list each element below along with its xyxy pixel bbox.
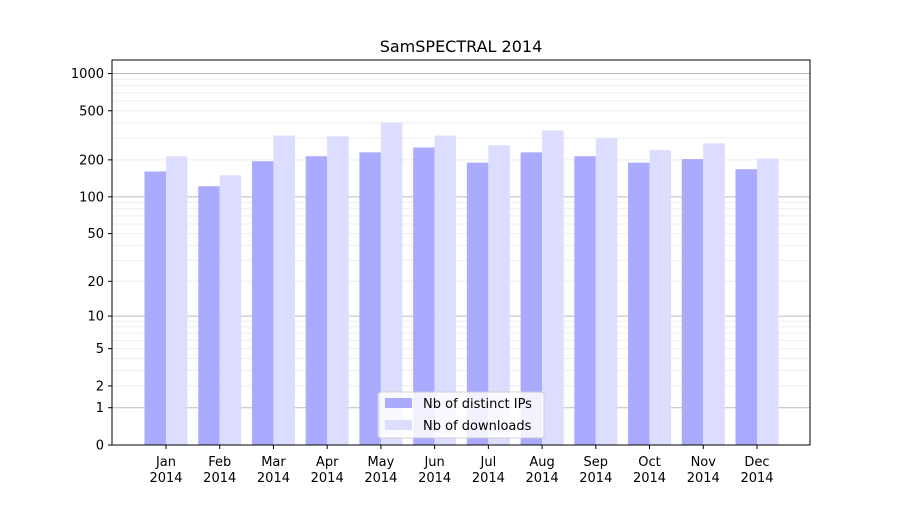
- x-tick-label: Mar: [261, 455, 286, 470]
- bar-distinct-ips: [735, 169, 757, 445]
- y-tick-label: 2: [96, 379, 104, 394]
- legend-label-downloads: Nb of downloads: [423, 419, 532, 434]
- bar-distinct-ips: [413, 147, 435, 445]
- x-tick-label: 2014: [418, 471, 451, 486]
- x-tick-label: 2014: [740, 471, 773, 486]
- bar-distinct-ips: [466, 162, 489, 445]
- bar-downloads: [703, 143, 725, 445]
- x-tick-label: 2014: [311, 471, 344, 486]
- x-tick-label: 2014: [257, 471, 290, 486]
- bar-downloads: [327, 136, 349, 445]
- y-tick-label: 20: [87, 275, 104, 290]
- legend-swatch-ips: [385, 398, 412, 408]
- bar-distinct-ips: [198, 186, 220, 445]
- x-tick-label: Jun: [423, 455, 444, 470]
- x-tick-label: Aug: [529, 455, 554, 470]
- x-tick-label: Jul: [480, 455, 497, 470]
- x-tick-label: Oct: [638, 455, 660, 470]
- x-tick-label: May: [367, 455, 394, 470]
- bar-distinct-ips: [251, 161, 274, 446]
- bar-distinct-ips: [681, 159, 704, 445]
- y-tick-label: 5: [96, 342, 104, 357]
- bar-distinct-ips: [520, 152, 543, 446]
- y-tick-label: 10: [87, 310, 104, 325]
- legend-label-ips: Nb of distinct IPs: [423, 397, 532, 412]
- bar-downloads: [542, 130, 564, 446]
- y-tick-label: 500: [79, 104, 104, 119]
- x-tick-label: 2014: [687, 471, 720, 486]
- x-tick-label: 2014: [364, 471, 397, 486]
- bar-distinct-ips: [574, 156, 596, 445]
- y-tick-label: 100: [79, 190, 104, 205]
- legend-box: [377, 391, 545, 439]
- x-tick-label: 2014: [579, 471, 612, 486]
- x-tick-label: Apr: [316, 455, 339, 470]
- bar-downloads: [757, 158, 779, 445]
- bar-distinct-ips: [305, 156, 328, 445]
- x-tick-label: Sep: [584, 455, 609, 470]
- x-tick-label: 2014: [633, 471, 666, 486]
- x-tick-label: 2014: [203, 471, 236, 486]
- x-tick-label: Nov: [691, 455, 717, 470]
- bar-downloads: [166, 156, 188, 445]
- chart-title: SamSPECTRAL 2014: [380, 37, 543, 56]
- bar-distinct-ips: [359, 152, 381, 446]
- x-tick-label: 2014: [149, 471, 182, 486]
- x-tick-label: Jan: [155, 455, 176, 470]
- y-tick-label: 50: [87, 227, 104, 242]
- bar-distinct-ips: [144, 171, 166, 445]
- legend-swatch-downloads: [385, 420, 412, 430]
- bar-downloads: [273, 135, 295, 445]
- y-tick-label: 0: [96, 439, 104, 454]
- y-tick-label: 1000: [71, 67, 104, 82]
- bar-downloads: [595, 138, 618, 445]
- bar-downloads: [649, 150, 672, 445]
- bar-distinct-ips: [628, 162, 650, 445]
- y-tick-label: 200: [79, 153, 104, 168]
- bar-downloads: [488, 145, 510, 445]
- bar-downloads: [380, 122, 403, 446]
- x-tick-label: 2014: [472, 471, 505, 486]
- x-tick-label: Dec: [744, 455, 769, 470]
- x-tick-label: Feb: [208, 455, 231, 470]
- bar-downloads: [219, 175, 242, 445]
- x-tick-label: 2014: [526, 471, 559, 486]
- legend: Nb of distinct IPs Nb of downloads: [377, 391, 545, 439]
- plot-frame: [111, 59, 811, 446]
- bar-downloads: [434, 135, 457, 445]
- y-tick-label: 1: [96, 401, 104, 416]
